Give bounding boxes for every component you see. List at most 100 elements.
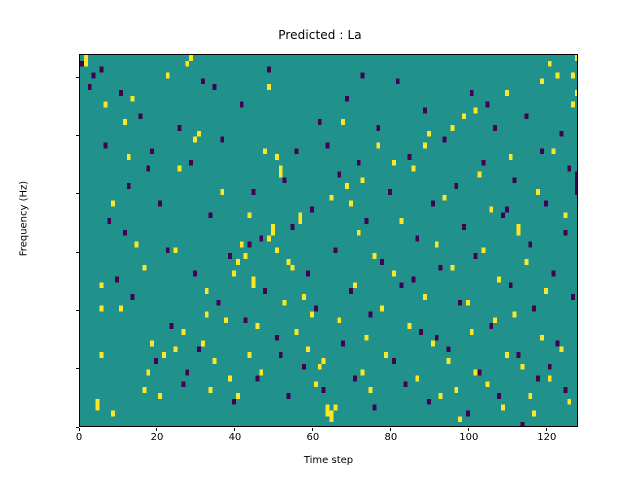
heatmap-cell-low [575, 189, 577, 195]
heatmap-cell-low [91, 72, 96, 79]
heatmap-cell-high [571, 101, 576, 108]
heatmap-cell-high [196, 130, 201, 137]
x-tick-label: 100 [459, 432, 479, 443]
heatmap-cell-low [193, 270, 197, 277]
heatmap-cell-low [208, 212, 213, 219]
heatmap-cell-low [407, 154, 412, 160]
heatmap-cell-high [516, 224, 521, 230]
heatmap-cell-low [493, 124, 498, 131]
heatmap-cell-high [235, 393, 240, 399]
heatmap-cell-low [302, 363, 307, 370]
heatmap-cell-high [294, 328, 299, 335]
heatmap-cell-low [212, 84, 217, 90]
heatmap-cell-high [325, 404, 330, 411]
heatmap-cell-high [298, 218, 303, 225]
heatmap-cell-low [130, 293, 135, 300]
y-tick-mark [75, 193, 79, 195]
heatmap-cell-low [189, 159, 194, 166]
heatmap-cell-high [462, 113, 466, 120]
heatmap-cell-low [99, 66, 104, 73]
heatmap-cell-low [306, 270, 311, 277]
heatmap-cell-low [165, 247, 170, 254]
heatmap-cell-low [157, 200, 162, 207]
heatmap-cell-high [251, 282, 256, 289]
heatmap-cell-high [235, 258, 240, 265]
heatmap-cell-high [134, 241, 139, 248]
x-tick-mark [156, 427, 158, 431]
heatmap-cell-low [239, 101, 244, 108]
heatmap-cell-low [501, 212, 505, 219]
heatmap-cell-low [540, 148, 544, 155]
x-tick-label: 80 [384, 432, 398, 443]
heatmap-cell-high [348, 200, 353, 207]
heatmap-cell-high [423, 142, 427, 149]
heatmap-cell-high [185, 60, 190, 67]
heatmap-cell-low [532, 305, 537, 312]
heatmap-cell-high [228, 375, 233, 382]
heatmap-cell-low [317, 119, 322, 125]
heatmap-cell-low [368, 311, 373, 318]
heatmap-cell-high [528, 393, 533, 399]
heatmap-cell-low [563, 387, 568, 394]
heatmap-cell-low [364, 218, 369, 225]
heatmap-cell-low [185, 369, 190, 376]
y-tick-mark [75, 426, 79, 428]
heatmap-cell-low [313, 305, 318, 312]
heatmap-cell-low [387, 189, 392, 195]
heatmap-cell-low [469, 89, 474, 96]
x-tick-mark [312, 427, 314, 431]
heatmap-cell-low [465, 410, 470, 417]
x-tick-label: 60 [306, 432, 320, 443]
heatmap-cell-low [243, 317, 248, 324]
heatmap-cell-high [321, 358, 326, 364]
heatmap-cell-low [325, 142, 330, 149]
heatmap-cell-low [80, 60, 84, 67]
heatmap-cell-low [286, 393, 291, 399]
heatmap-cell-high [83, 60, 88, 67]
heatmap-cell-low [360, 72, 365, 79]
heatmap-cell-high [126, 154, 131, 160]
heatmap-cell-high [501, 404, 505, 411]
heatmap-cell-high [473, 107, 478, 114]
heatmap-cell-low [115, 276, 119, 283]
heatmap-cell-low [220, 136, 225, 143]
heatmap-cell-high [298, 212, 303, 219]
heatmap-cell-high [271, 224, 275, 230]
heatmap-cell-high [399, 218, 404, 225]
heatmap-cell-high [306, 346, 311, 353]
heatmap-cell-high [450, 264, 455, 271]
x-tick-mark [234, 427, 236, 431]
heatmap-cell-low [430, 200, 435, 207]
heatmap-cell-low [403, 381, 408, 388]
heatmap-cell-high [391, 159, 396, 166]
heatmap-cell-high [360, 369, 365, 376]
heatmap-cell-low [551, 270, 556, 277]
heatmap-cell-low [419, 328, 424, 335]
y-tick-mark [75, 135, 79, 137]
heatmap-cell-high [485, 381, 490, 388]
heatmap-cell-high [477, 171, 482, 178]
heatmap-cell-high [255, 323, 260, 329]
heatmap-cell-high [150, 340, 155, 347]
heatmap-cell-low [181, 381, 186, 388]
heatmap-cell-high [430, 340, 435, 347]
heatmap-cell-high [325, 410, 330, 417]
heatmap-cell-high [267, 84, 272, 90]
y-tick-mark [75, 251, 79, 253]
heatmap-cell-high [103, 101, 108, 108]
heatmap-cell-high [563, 212, 568, 219]
heatmap-cell-low [485, 101, 490, 108]
heatmap-cell-low [567, 165, 572, 172]
heatmap-cell-low [146, 165, 151, 172]
x-tick-label: 120 [537, 432, 557, 443]
heatmap-cell-high [473, 369, 478, 376]
heatmap-cell-high [376, 142, 381, 149]
heatmap-cell-low [87, 84, 92, 90]
heatmap-cell-high [274, 247, 279, 254]
heatmap-cell-high [286, 258, 291, 265]
heatmap-cell-high [146, 369, 151, 376]
heatmap-cell-low [122, 229, 127, 236]
heatmap-cell-low [512, 177, 517, 184]
heatmap-cell-low [571, 293, 576, 300]
heatmap-cell-high [99, 352, 104, 359]
